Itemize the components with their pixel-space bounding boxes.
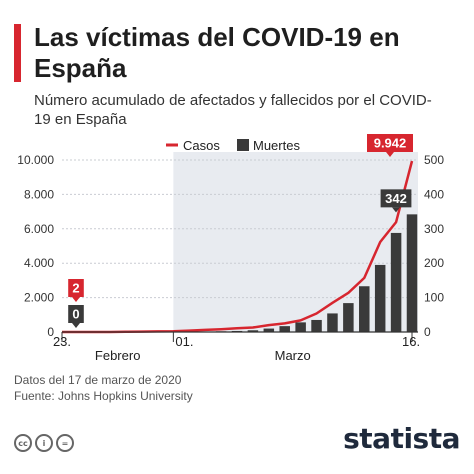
x-tick-label: 01. xyxy=(175,334,193,349)
x-tick-label: 16. xyxy=(402,334,420,349)
statista-logo[interactable]: statista xyxy=(343,422,460,455)
left-tick-label: 8.000 xyxy=(24,187,54,201)
muertes-bar xyxy=(295,322,306,332)
muertes-end-callout-box xyxy=(380,189,412,208)
chart: 0 2.000 4.000 6.000 8.000 10.000 0 100 200 300 400… xyxy=(17,133,444,363)
title-accent-bar xyxy=(14,24,21,82)
muertes-bar xyxy=(343,303,354,332)
muertes-bar xyxy=(311,319,322,332)
footer: Datos del 17 de marzo de 2020 Fuente: Jo… xyxy=(14,372,193,404)
muertes-bar xyxy=(359,286,370,332)
date-note: Datos del 17 de marzo de 2020 xyxy=(14,373,182,387)
muertes-start-callout-pointer xyxy=(72,323,80,328)
legend-muertes-swatch xyxy=(237,139,249,151)
left-tick-label: 10.000 xyxy=(17,153,54,167)
left-tick-label: 2.000 xyxy=(24,291,54,305)
right-tick-label: 100 xyxy=(424,291,444,305)
right-tick-label: 200 xyxy=(424,256,444,270)
muertes-start-callout-box xyxy=(68,305,84,323)
right-tick-label: 300 xyxy=(424,222,444,236)
cc-icon[interactable]: cc xyxy=(14,434,32,452)
left-tick-label: 0 xyxy=(47,325,54,339)
by-icon[interactable]: i xyxy=(35,434,53,452)
muertes-bar xyxy=(374,264,386,332)
right-tick-label: 0 xyxy=(424,325,431,339)
muertes-bar xyxy=(390,232,402,332)
license-icons: cc i = xyxy=(14,434,74,452)
equals-icon[interactable]: = xyxy=(56,434,74,452)
legend-muertes-label: Muertes xyxy=(253,138,300,153)
month-label-marzo: Marzo xyxy=(275,348,311,363)
muertes-bar xyxy=(247,330,259,332)
muertes-end-callout-label: 342 xyxy=(385,191,407,206)
right-tick-label: 500 xyxy=(424,153,444,167)
casos-start-callout-label: 2 xyxy=(72,281,79,296)
right-tick-label: 400 xyxy=(424,187,444,201)
casos-start-callout-box xyxy=(68,279,84,297)
page-subtitle: Número acumulado de afectados y fallecid… xyxy=(34,92,432,128)
muertes-bar xyxy=(279,326,290,332)
muertes-bar xyxy=(406,214,418,332)
page-title: Las víctimas del COVID-19 en España xyxy=(34,22,400,83)
muertes-start-callout-label: 0 xyxy=(72,307,79,322)
left-tick-label: 4.000 xyxy=(24,256,54,270)
casos-end-callout-box xyxy=(367,133,413,152)
left-tick-label: 6.000 xyxy=(24,222,54,236)
muertes-bar xyxy=(263,328,275,332)
month-label-febrero: Febrero xyxy=(95,348,141,363)
casos-start-callout-pointer xyxy=(72,297,80,302)
x-tick-label: 23. xyxy=(53,334,71,349)
muertes-end-callout-pointer xyxy=(392,207,400,213)
casos-end-callout-label: 9.942 xyxy=(374,135,407,150)
source-note: Fuente: Johns Hopkins University xyxy=(14,389,193,403)
muertes-bar xyxy=(327,313,338,332)
casos-end-callout-pointer xyxy=(386,151,394,157)
legend-casos-label: Casos xyxy=(183,138,220,153)
